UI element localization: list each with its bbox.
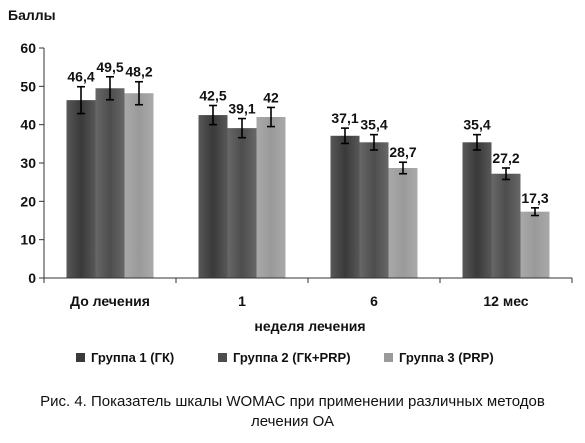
data-label: 27,2	[492, 150, 519, 166]
y-axis-label: Баллы	[8, 7, 56, 23]
legend-label: Группа 3 (PRP)	[399, 350, 494, 365]
caption-line-2: лечения ОА	[250, 413, 335, 430]
legend-swatch	[76, 353, 85, 362]
bar	[359, 142, 389, 278]
caption-line-1: Рис. 4. Показатель шкалы WOMAC при приме…	[40, 393, 545, 410]
bar	[330, 135, 360, 278]
data-label: 17,3	[521, 190, 548, 206]
y-tick-label: 60	[20, 40, 36, 56]
bar	[462, 142, 492, 278]
bar	[95, 88, 125, 278]
data-label: 46,4	[67, 69, 94, 85]
y-tick-label: 10	[20, 232, 36, 248]
y-axis-ticks: 0 10 20 30 40 50 60	[20, 40, 44, 286]
x-tick-label: 12 мес	[483, 293, 528, 309]
data-label: 42,5	[199, 88, 226, 104]
axes	[43, 48, 573, 283]
bar	[227, 128, 257, 278]
data-label: 49,5	[96, 59, 123, 75]
y-tick-label: 30	[20, 155, 36, 171]
x-tick-label: До лечения	[70, 293, 150, 309]
data-label: 42	[263, 89, 279, 105]
bar	[198, 115, 228, 278]
category-labels: До лечения 1 6 12 мес	[70, 293, 529, 309]
legend-swatch	[384, 353, 393, 362]
bar	[520, 211, 550, 278]
data-label: 39,1	[228, 101, 255, 117]
y-tick-label: 40	[20, 117, 36, 133]
legend-label: Группа 2 (ГК+PRP)	[233, 350, 351, 365]
data-label: 48,2	[125, 64, 152, 80]
bar	[66, 100, 96, 278]
x-tick-label: 6	[370, 293, 378, 309]
y-tick-label: 20	[20, 193, 36, 209]
legend: Группа 1 (ГК) Группа 2 (ГК+PRP) Группа 3 (…	[76, 350, 494, 365]
bar	[124, 93, 154, 278]
data-label: 28,7	[389, 144, 416, 160]
x-axis-label: неделя лечения	[254, 318, 365, 334]
legend-label: Группа 1 (ГК)	[91, 350, 174, 365]
bar	[388, 167, 418, 278]
bar	[491, 173, 521, 278]
figure-caption: Рис. 4. Показатель шкалы WOMAC при приме…	[0, 392, 585, 432]
data-label: 37,1	[331, 110, 358, 126]
bar	[256, 117, 286, 278]
legend-swatch	[218, 353, 227, 362]
data-label: 35,4	[360, 117, 387, 133]
y-tick-label: 50	[20, 78, 36, 94]
data-label: 35,4	[463, 117, 490, 133]
y-tick-label: 0	[28, 270, 36, 286]
x-tick-label: 1	[238, 293, 246, 309]
